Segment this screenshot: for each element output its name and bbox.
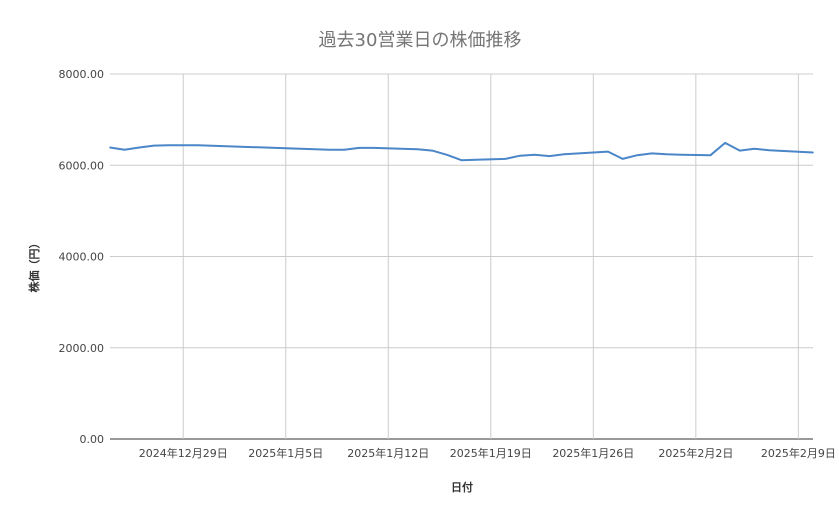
x-tick-label: 2024年12月29日 [139, 446, 228, 460]
data-point [533, 153, 536, 156]
y-tick-label: 6000.00 [59, 159, 105, 172]
x-tick-label: 2025年2月9日 [761, 446, 836, 460]
data-point [577, 152, 580, 155]
data-point [123, 148, 126, 151]
chart-title: 過去30営業日の株価推移 [319, 30, 522, 51]
data-point [138, 146, 141, 149]
data-point [299, 148, 302, 150]
data-point [167, 144, 170, 146]
x-tick-label: 2025年1月26日 [552, 446, 634, 460]
data-point [328, 148, 331, 151]
data-point [197, 144, 199, 146]
x-tick-label: 2025年2月2日 [658, 446, 733, 460]
data-point [372, 147, 375, 149]
data-point [446, 153, 448, 156]
data-point [475, 158, 477, 161]
data-point [636, 154, 639, 157]
x-tick-label: 2025年1月5日 [248, 446, 323, 460]
data-point [358, 147, 360, 149]
data-point [753, 148, 756, 150]
y-tick-label: 0.00 [80, 433, 105, 446]
data-point [153, 144, 155, 147]
data-point [416, 148, 419, 151]
x-axis: 2024年12月29日 2025年1月5日 2025年1月12日 2025年1月19日… [139, 446, 836, 460]
data-point [665, 153, 668, 156]
data-point [680, 153, 682, 156]
series-line [109, 141, 814, 162]
data-point [431, 149, 434, 152]
y-axis: 0.00 2000.00 4000.00 6000.00 8000.00 [59, 68, 105, 446]
data-point [548, 155, 551, 157]
y-tick-label: 8000.00 [59, 68, 105, 81]
data-point [109, 146, 111, 149]
data-point [651, 152, 653, 155]
x-axis-title: 日付 [451, 480, 473, 494]
y-axis-title: 株価（円） [27, 238, 41, 293]
data-point [812, 151, 814, 154]
y-tick-label: 2000.00 [59, 342, 105, 355]
data-point [768, 149, 770, 151]
data-point [460, 159, 463, 162]
data-point [343, 148, 346, 151]
data-point [738, 149, 741, 152]
data-point [724, 142, 726, 144]
y-tick-label: 4000.00 [59, 251, 105, 264]
data-point [504, 158, 507, 160]
grid [110, 73, 813, 440]
data-point [709, 154, 712, 157]
data-point [621, 158, 624, 160]
data-point [563, 153, 565, 156]
data-point [519, 154, 521, 157]
data-point [607, 150, 609, 153]
x-tick-label: 2025年1月12日 [347, 446, 429, 460]
series-layer [109, 141, 814, 162]
x-tick-label: 2025年1月19日 [450, 446, 532, 460]
